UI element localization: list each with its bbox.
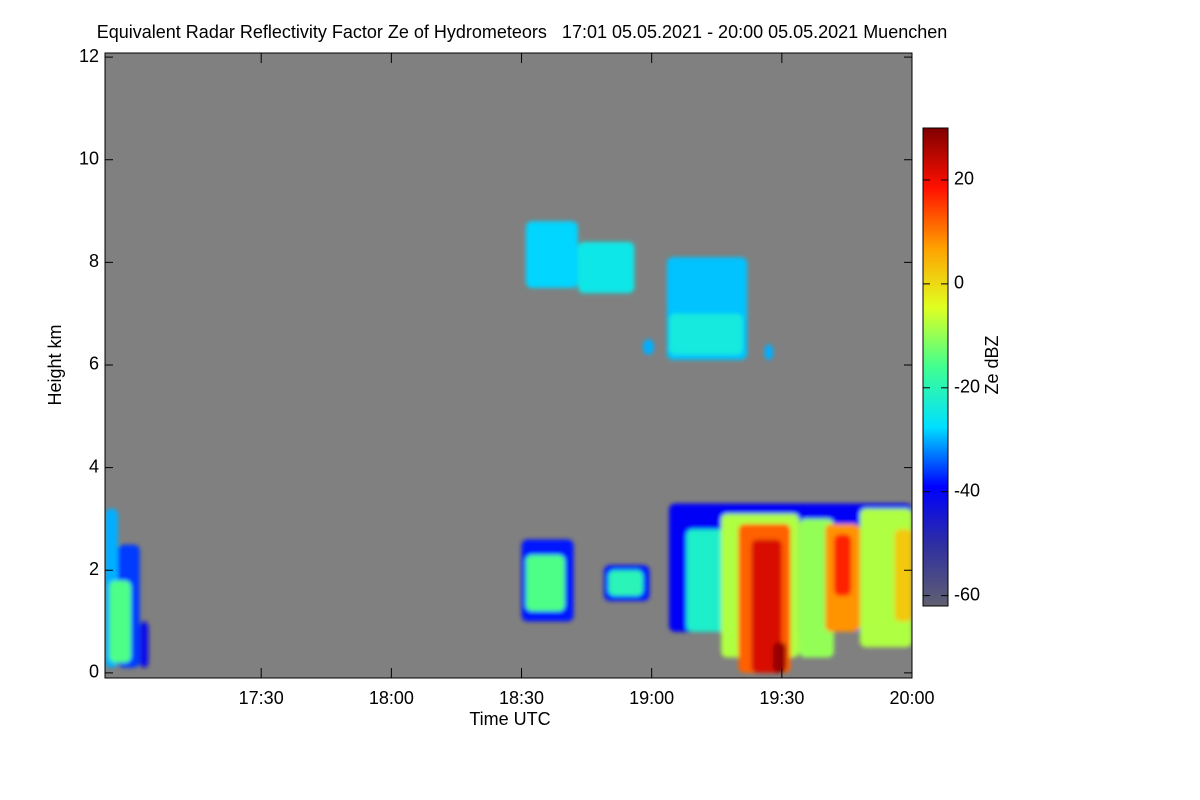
y-tick-label: 10 [79,148,99,168]
x-axis-label: Time UTC [469,709,550,729]
x-tick-label: 20:00 [889,688,934,708]
x-tick-label: 17:30 [239,688,284,708]
echo-cell [525,554,565,612]
colorbar-label: Ze dBZ [982,335,1002,394]
echo-cell [833,534,852,596]
colorbar-tick-label: 20 [954,169,974,189]
chart-title: Equivalent Radar Reflectivity Factor Ze … [97,22,948,42]
plot-frame [104,52,913,679]
y-tick-label: 0 [89,662,99,682]
echo-cell [751,539,782,673]
x-tick-label: 18:30 [499,688,544,708]
echo-layer [105,221,912,673]
echo-cell [608,570,643,596]
echo-cell [525,221,578,289]
echo-cell [799,518,834,658]
x-tick-label: 19:30 [759,688,804,708]
echo-cell [894,529,912,622]
echo-cell [669,313,743,355]
y-axis-label: Height km [45,324,65,405]
y-tick-label: 8 [89,251,99,271]
colorbar [922,127,949,607]
x-tick-label: 19:00 [629,688,674,708]
echo-cell [577,241,635,294]
echo-cell [764,344,774,360]
colorbar-tick-label: -20 [954,377,980,397]
echo-cell [643,339,654,355]
y-tick-label: 12 [79,46,99,66]
colorbar-tick-label: -60 [954,584,980,604]
y-tick-label: 2 [89,559,99,579]
echo-cell [109,580,132,663]
colorbar-tick-label: -40 [954,480,980,500]
echo-cell [139,621,149,668]
y-tick-label: 4 [89,456,99,476]
echo-cell [773,642,787,673]
colorbar-tick-label: 0 [954,273,964,293]
y-tick-label: 6 [89,354,99,374]
x-tick-label: 18:00 [369,688,414,708]
